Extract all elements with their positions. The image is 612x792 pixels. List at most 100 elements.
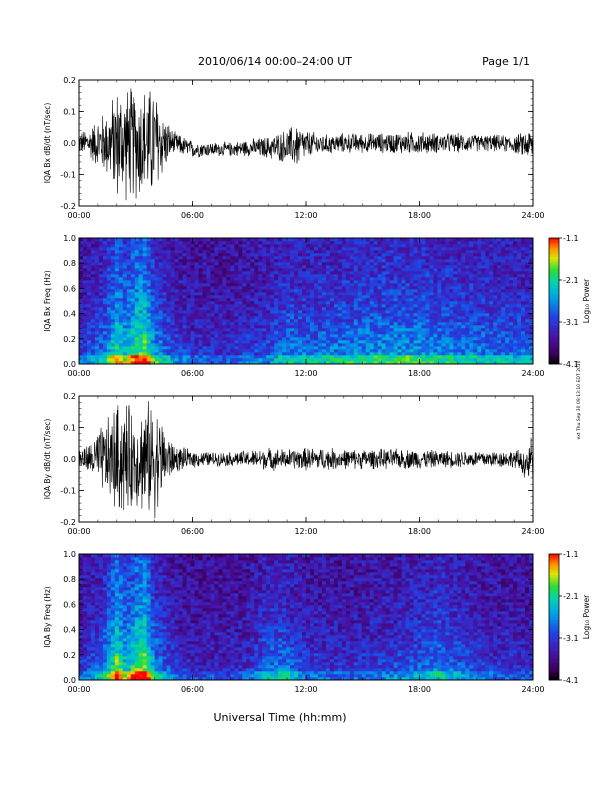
spectrogram-cell [110, 265, 116, 269]
spectrogram-cell [365, 292, 371, 296]
spectrogram-cell [278, 256, 283, 260]
spectrogram-cell [178, 316, 183, 320]
spectrogram-cell [409, 238, 414, 242]
spectrogram-cell [206, 271, 211, 275]
spectrogram-cell [82, 355, 88, 359]
spectrogram-cell [166, 346, 171, 350]
spectrogram-cell [178, 313, 183, 317]
spectrogram-cell [449, 328, 454, 332]
spectrogram-cell [325, 238, 331, 242]
spectrogram-cell [377, 286, 382, 290]
spectrogram-cell [214, 304, 219, 308]
spectrogram-cell [341, 337, 347, 341]
spectrogram-cell [94, 340, 100, 344]
spectrogram-cell [345, 277, 351, 281]
spectrogram-cell [278, 250, 283, 254]
spectrogram-cell [329, 310, 335, 314]
spectrogram-cell [333, 289, 339, 293]
spectrogram-cell [505, 241, 510, 245]
spectrogram-cell [405, 361, 410, 364]
spectrogram-cell [497, 331, 502, 335]
spectrogram-cell [417, 274, 422, 278]
spectrogram-cell [381, 301, 386, 305]
spectrogram-cell [118, 316, 124, 320]
spectrogram-cell [118, 268, 124, 272]
spectrogram-cell [266, 358, 271, 362]
spectrogram-cell [333, 247, 339, 251]
spectrogram-cell [206, 262, 211, 266]
spectrogram-cell [150, 355, 155, 359]
spectrogram-cell [298, 343, 303, 347]
spectrogram-cell [130, 292, 136, 296]
spectrogram-cell [353, 292, 359, 296]
spectrogram-cell [425, 253, 430, 257]
spectrogram-cell [405, 283, 410, 287]
spectrogram-cell [373, 340, 378, 344]
spectrogram-cell [393, 337, 398, 341]
spectrogram-cell [429, 283, 434, 287]
spectrogram-cell [246, 277, 251, 281]
spectrogram-cell [166, 274, 171, 278]
spectrogram-cell [489, 340, 494, 344]
spectrogram-cell [405, 343, 410, 347]
spectrogram-cell [130, 328, 136, 332]
spectrogram-cell [401, 277, 406, 281]
spectrogram-cell [345, 322, 351, 326]
spectrogram-cell [421, 298, 426, 302]
spectrogram-cell [230, 295, 235, 299]
spectrogram-cell [94, 247, 100, 251]
spectrogram-cell [333, 337, 339, 341]
spectrogram-cell [278, 268, 283, 272]
spectrogram-cell [182, 361, 187, 364]
spectrogram-cell [329, 238, 335, 242]
spectrogram-cell [202, 316, 207, 320]
spectrogram-cell [90, 253, 96, 257]
spectrogram-cell [230, 307, 235, 311]
spectrogram-cell [150, 241, 155, 245]
spectrogram-cell [409, 286, 414, 290]
spectrogram-cell [162, 361, 167, 364]
spectrogram-cell [421, 277, 426, 281]
panel-bx-spectrogram: 0.00.20.40.60.81.000:00 06:00 12:00 18:00 24… [43, 234, 545, 378]
spectrogram-cell [194, 334, 199, 338]
spectrogram-cell [102, 247, 108, 251]
spectrogram-cell [246, 289, 251, 293]
spectrogram-cell [130, 289, 136, 293]
spectrogram-cell [102, 286, 108, 290]
spectrogram-cell [230, 319, 235, 323]
spectrogram-cell [349, 307, 355, 311]
spectrogram-cell [349, 325, 355, 329]
spectrogram-cell [325, 262, 331, 266]
spectrogram-cell [286, 241, 291, 245]
spectrogram-cell [226, 313, 231, 317]
spectrogram-cell [317, 298, 323, 302]
spectrogram-cell [202, 319, 207, 323]
spectrogram-cell [146, 241, 151, 245]
spectrogram-cell [86, 349, 92, 353]
spectrogram-cell [321, 340, 327, 344]
spectrogram-cell [413, 307, 418, 311]
spectrogram-cell [341, 295, 347, 299]
spectrogram-cell [397, 247, 402, 251]
spectrogram-cell [202, 355, 207, 359]
spectrogram-cell [389, 334, 394, 338]
spectrogram-cell [258, 295, 263, 299]
spectrogram-cell [262, 361, 267, 364]
spectrogram-cell [393, 343, 398, 347]
spectrogram-cell [337, 352, 343, 356]
spectrogram-cell [254, 337, 259, 341]
spectrogram-cell [341, 316, 347, 320]
spectrogram-cell [513, 331, 518, 335]
spectrogram-cell [437, 259, 442, 263]
spectrogram-cell [509, 355, 514, 359]
spectrogram-cell [477, 316, 482, 320]
spectrogram-cell [505, 253, 510, 257]
spectrogram-cell [254, 349, 259, 353]
spectrogram-cell [457, 322, 462, 326]
spectrogram-cell [373, 349, 378, 353]
spectrogram-cell [521, 304, 526, 308]
spectrogram-cell [166, 355, 171, 359]
spectrogram-cell [377, 250, 382, 254]
spectrogram-cell [465, 259, 470, 263]
spectrogram-cell [130, 256, 136, 260]
